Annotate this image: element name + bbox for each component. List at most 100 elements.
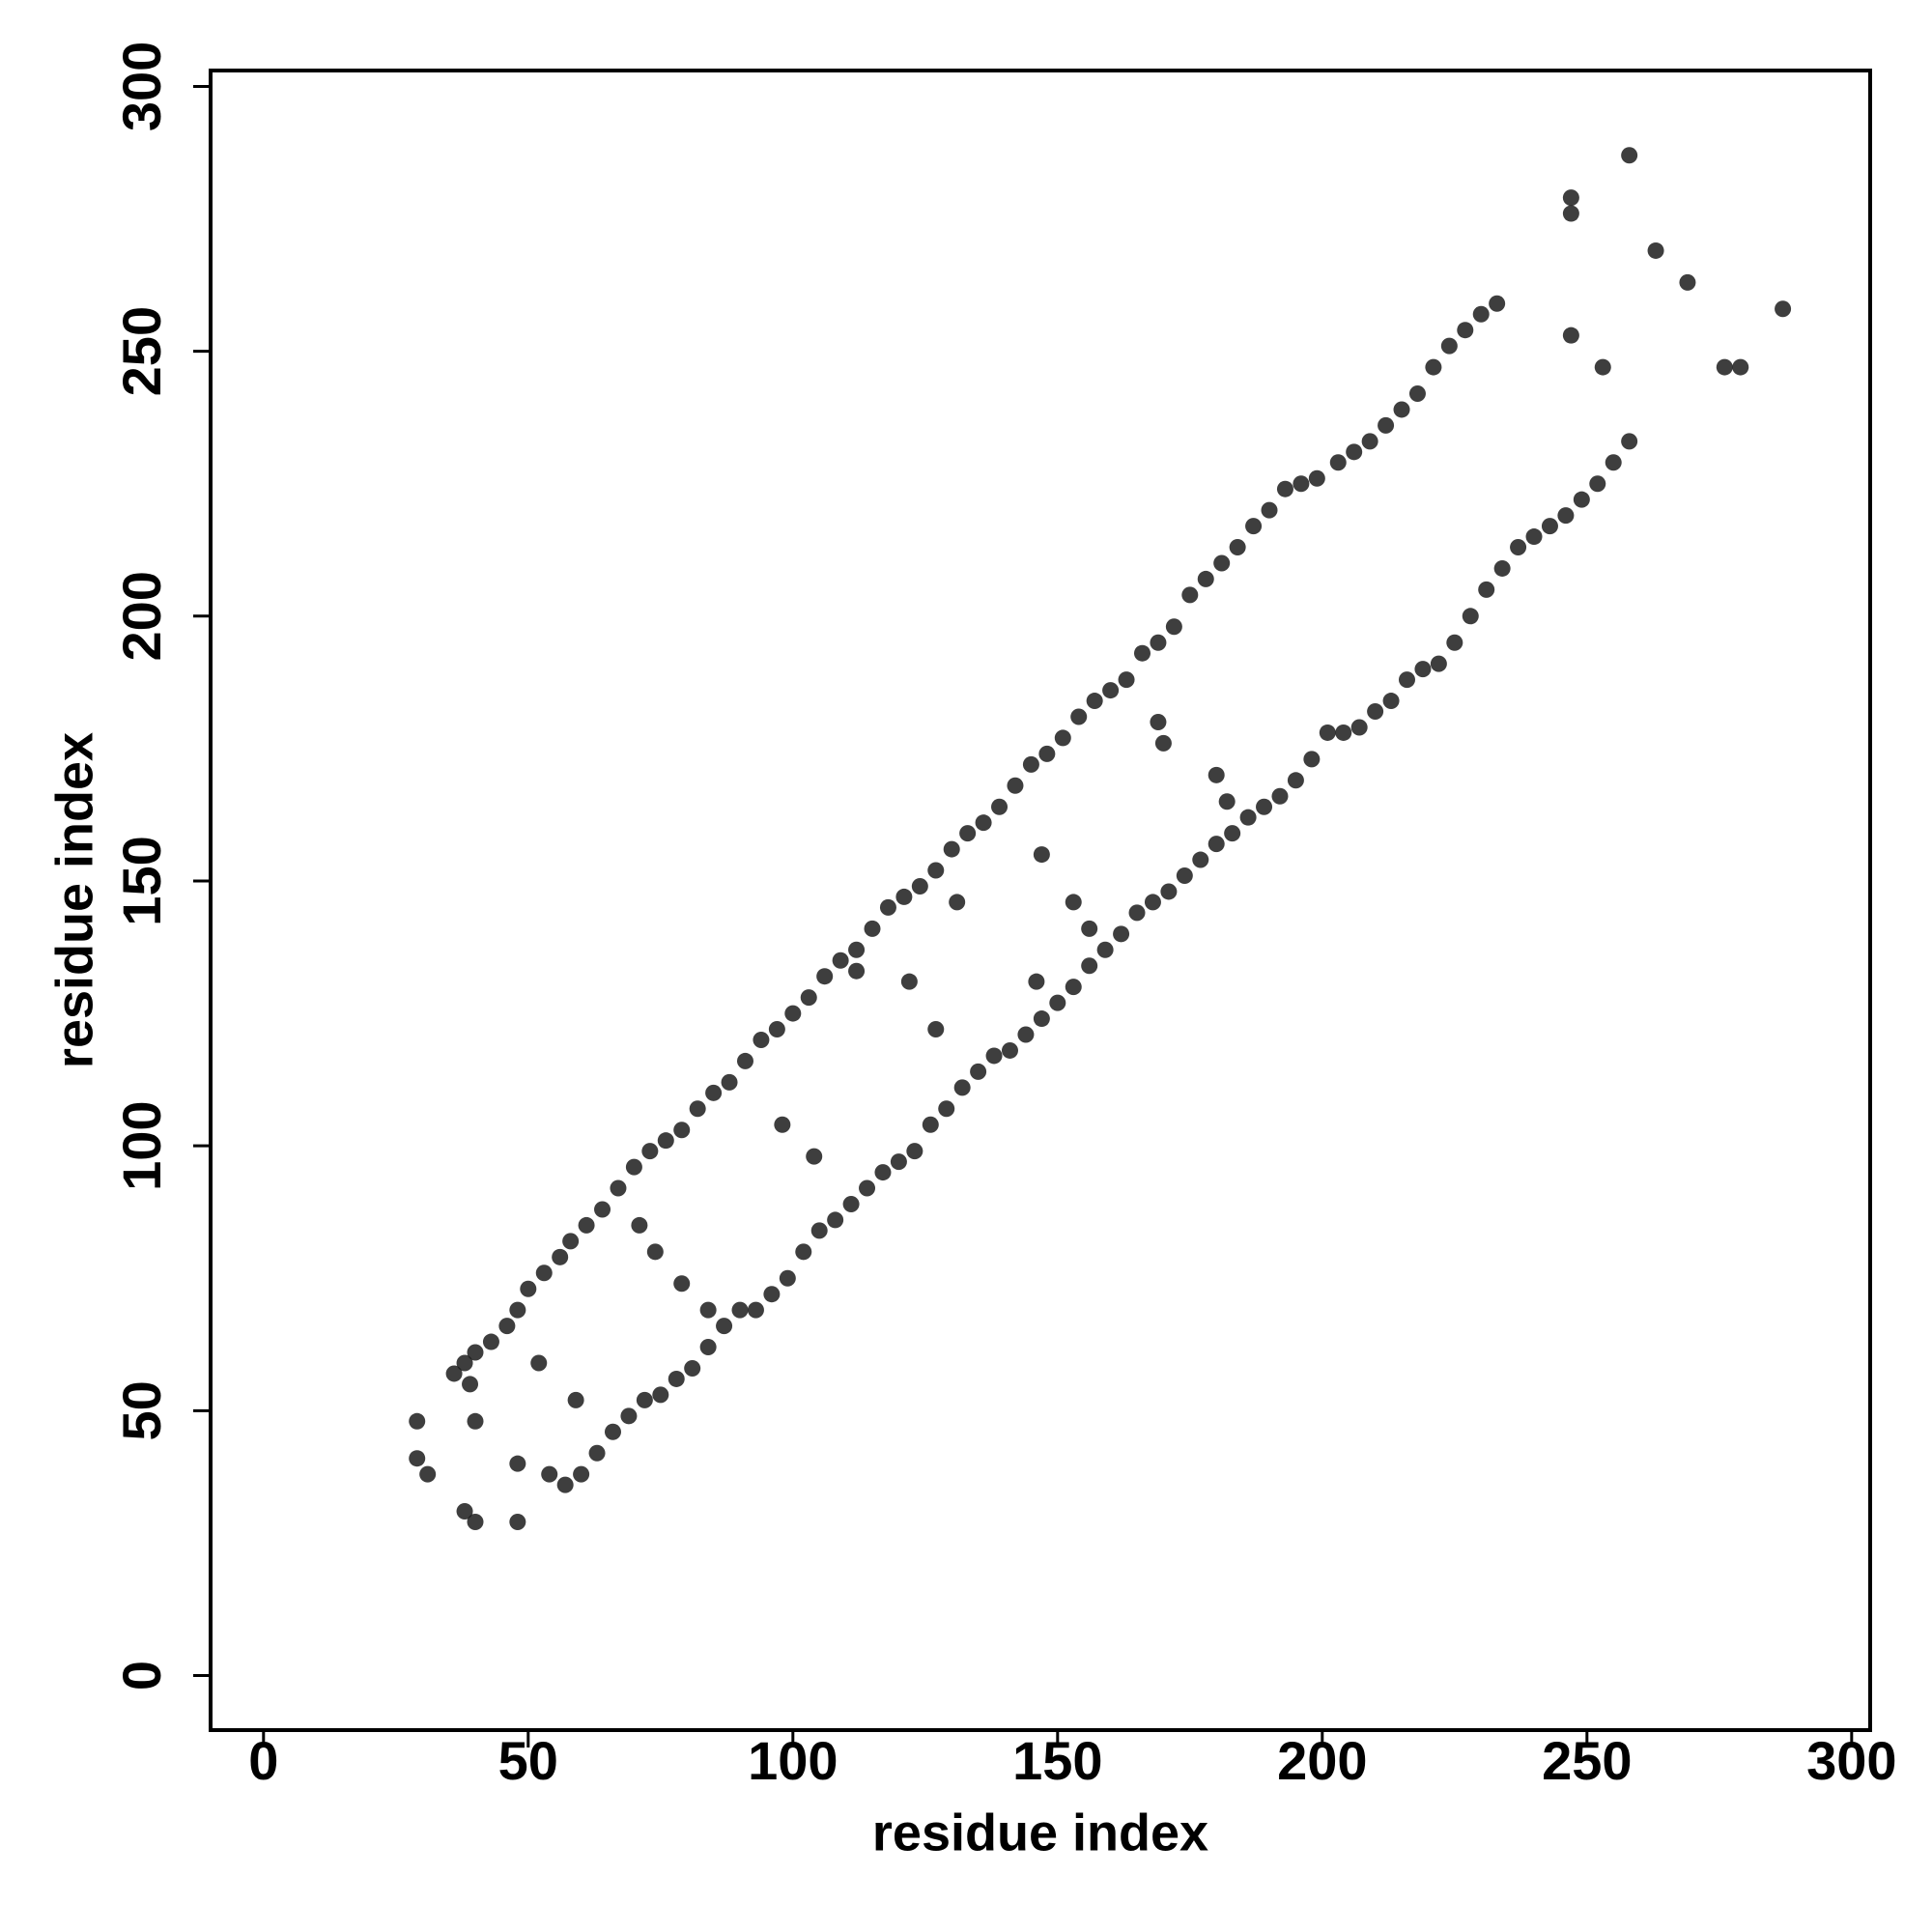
point	[911, 877, 928, 895]
point	[1621, 147, 1638, 164]
point	[657, 1132, 674, 1150]
point	[895, 888, 913, 905]
point	[462, 1376, 479, 1393]
point	[631, 1216, 648, 1234]
point	[1197, 570, 1214, 587]
point	[906, 1143, 923, 1160]
point	[467, 1344, 484, 1361]
point	[747, 1301, 764, 1319]
point	[842, 1195, 860, 1212]
point	[1493, 559, 1511, 577]
x-tick-label: 50	[498, 1730, 558, 1791]
point	[816, 968, 834, 985]
point	[848, 962, 866, 980]
point	[625, 1158, 642, 1176]
point	[1028, 973, 1045, 990]
point	[1239, 809, 1257, 826]
point	[827, 1211, 844, 1229]
point	[1589, 475, 1606, 493]
point	[848, 941, 866, 958]
point	[509, 1455, 526, 1472]
point	[879, 898, 896, 916]
x-tick-label: 150	[1012, 1730, 1102, 1791]
point	[1165, 618, 1182, 636]
point	[1350, 719, 1368, 736]
point	[567, 1391, 584, 1408]
point	[652, 1386, 669, 1404]
point	[467, 1513, 484, 1530]
point	[1070, 708, 1088, 725]
point	[736, 1052, 753, 1069]
point	[419, 1465, 437, 1483]
point	[1647, 242, 1664, 259]
point	[810, 1222, 828, 1239]
point	[1562, 189, 1579, 207]
point	[684, 1359, 701, 1377]
point	[1335, 724, 1352, 741]
point	[1361, 433, 1378, 450]
point	[1208, 836, 1225, 853]
point	[1160, 883, 1178, 900]
point	[721, 1073, 738, 1091]
y-axis-label: residue index	[45, 732, 103, 1068]
point	[445, 1365, 463, 1382]
point	[859, 1179, 876, 1197]
point	[784, 1005, 802, 1022]
point	[1118, 671, 1135, 689]
point	[1181, 586, 1199, 604]
point	[1573, 491, 1590, 508]
point	[1192, 851, 1209, 868]
point	[1049, 994, 1066, 1011]
point	[1102, 682, 1120, 699]
point	[1054, 729, 1071, 747]
point	[1716, 358, 1733, 376]
point	[953, 1079, 971, 1096]
point	[1510, 539, 1527, 556]
point	[1287, 772, 1304, 789]
point	[498, 1318, 516, 1335]
point	[1293, 475, 1310, 493]
point	[1367, 703, 1384, 721]
point	[1065, 894, 1082, 911]
point	[578, 1216, 595, 1234]
x-axis-label: residue index	[872, 1804, 1208, 1861]
point	[1113, 925, 1130, 943]
point	[1150, 713, 1167, 730]
point	[1276, 480, 1293, 497]
x-tick-label: 200	[1277, 1730, 1367, 1791]
point	[832, 952, 849, 969]
point	[673, 1122, 691, 1139]
point	[520, 1280, 537, 1297]
point	[689, 1100, 706, 1118]
point	[604, 1423, 621, 1440]
point	[800, 989, 817, 1007]
point	[482, 1333, 499, 1350]
point	[1303, 751, 1321, 768]
x-tick-label: 0	[248, 1730, 278, 1791]
point	[1329, 454, 1347, 471]
point	[1557, 507, 1575, 525]
point	[1393, 401, 1410, 418]
point	[1732, 358, 1749, 376]
point	[1462, 608, 1479, 625]
point	[1033, 1010, 1050, 1028]
point	[1081, 957, 1098, 975]
point	[673, 1275, 691, 1293]
point	[1208, 766, 1225, 783]
point	[1271, 787, 1289, 805]
point	[1022, 755, 1039, 773]
point	[938, 1100, 955, 1118]
point	[970, 1063, 987, 1080]
point	[1038, 745, 1056, 762]
point	[890, 1153, 907, 1171]
point	[541, 1465, 558, 1483]
x-tick-label: 300	[1806, 1730, 1896, 1791]
point	[552, 1248, 569, 1265]
point	[1133, 644, 1151, 662]
point	[927, 1021, 945, 1038]
point	[716, 1318, 733, 1335]
point	[1319, 724, 1336, 741]
x-tick-label: 250	[1542, 1730, 1632, 1791]
point	[1154, 734, 1172, 752]
